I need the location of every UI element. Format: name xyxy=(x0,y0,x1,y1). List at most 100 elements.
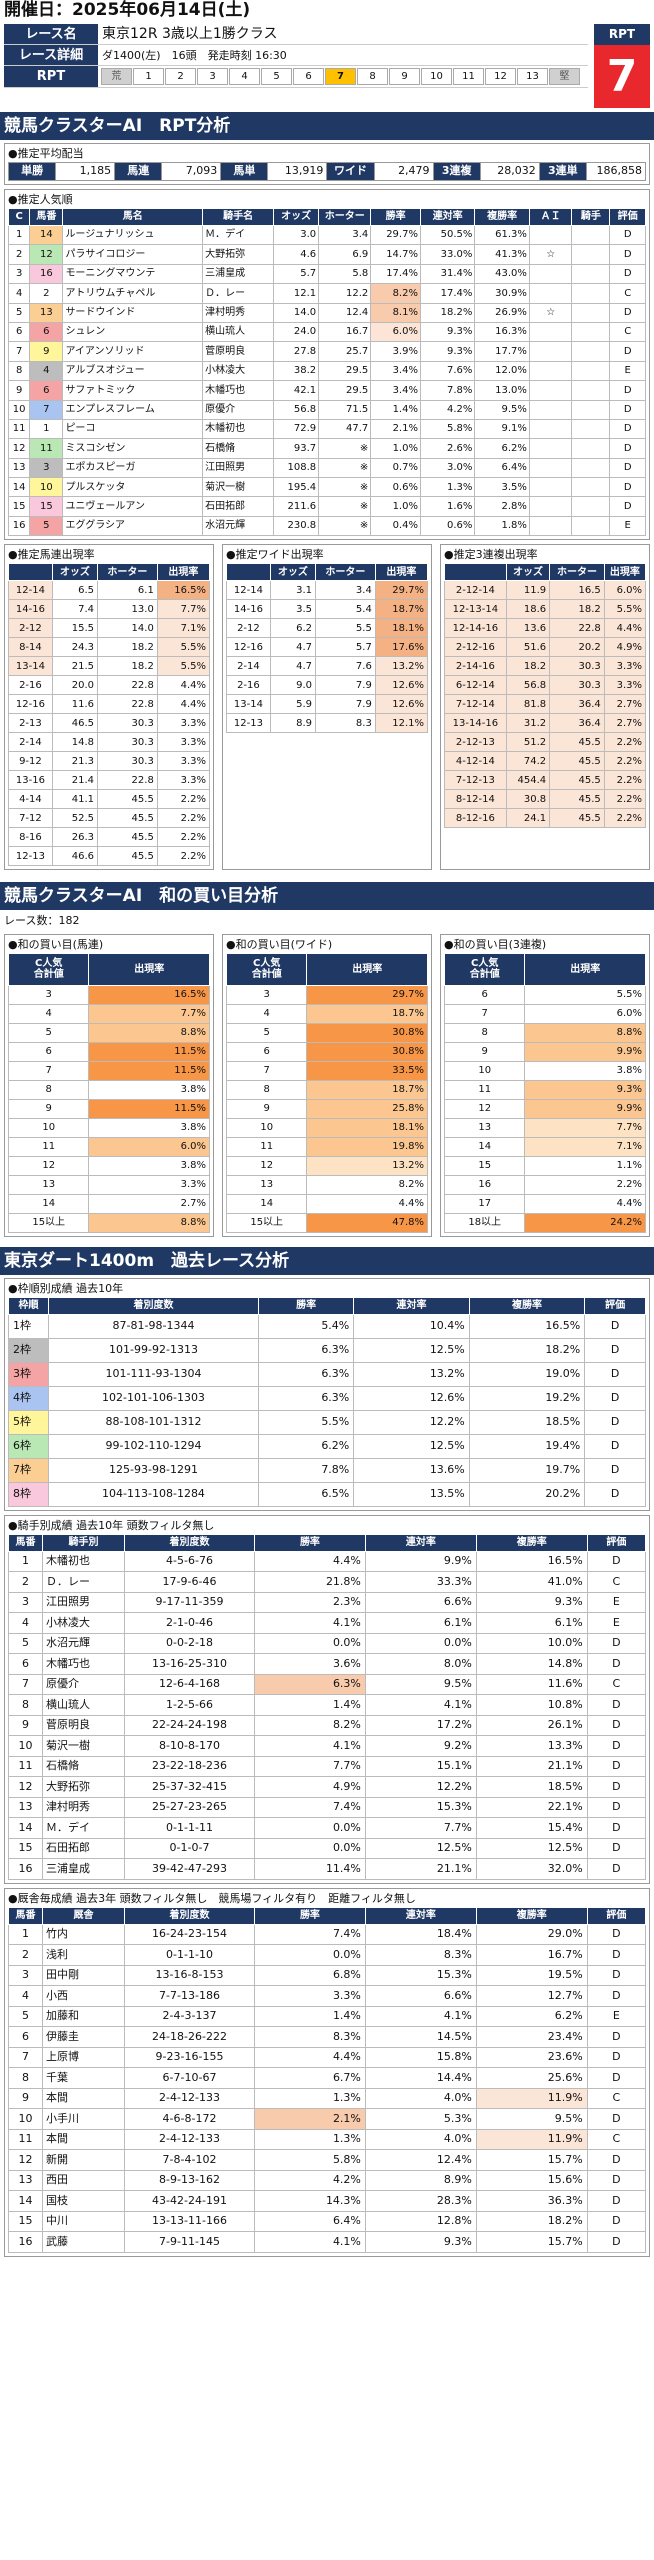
history-cell: 36.3% xyxy=(475,2190,588,2212)
combo-key: 8 xyxy=(225,1079,308,1100)
prob-cell: 7.9 xyxy=(315,675,376,696)
waku-header: 着別度数 xyxy=(48,1296,259,1315)
history-cell: 43-42-24-191 xyxy=(124,2190,255,2212)
popularity-cell xyxy=(528,438,573,459)
history-cell: 本間 xyxy=(42,2128,125,2151)
waku-cell: 7枠 xyxy=(8,1457,49,1483)
race-detail-label: レース詳細 xyxy=(4,45,98,65)
rpt-scale-item: 1 xyxy=(133,68,164,85)
section-rpt-analysis: 競馬クラスターAI RPT分析 xyxy=(0,112,654,140)
combo-key: 8 xyxy=(443,1022,526,1043)
prob-cell: 5.5 xyxy=(315,618,376,639)
history-cell: 竹内 xyxy=(42,1923,125,1946)
combo-value: 25.8% xyxy=(306,1098,428,1119)
page: 開催日：2025年06月14日(土) レース名 東京12R 3歳以上1勝クラス レ… xyxy=(0,0,654,2257)
combo-value: 6.0% xyxy=(88,1136,210,1157)
history-cell: 4.2% xyxy=(254,2169,366,2192)
popularity-cell: Ｍ．デイ xyxy=(202,224,275,246)
prob-cell: 12-14-16 xyxy=(444,618,507,639)
rpt-value: 7 xyxy=(594,45,650,108)
history-cell: C xyxy=(586,2087,647,2110)
payout-panel: ●推定平均配当 単勝 1,185 馬連 7,093 馬単 13,919 ワイド 2,479 3連… xyxy=(4,143,650,185)
prob-cell: 5.9 xyxy=(269,694,317,715)
history-cell: 11.9% xyxy=(475,2128,588,2151)
prob-cell: 13.2% xyxy=(374,656,429,677)
combo-key: 3 xyxy=(7,984,90,1005)
popularity-cell xyxy=(528,263,573,285)
history-cell: 13 xyxy=(8,1796,43,1819)
prob-cell: 9.0 xyxy=(269,675,317,696)
popularity-cell: 3.0% xyxy=(419,457,476,479)
waku-cell: 2枠 xyxy=(8,1337,49,1363)
prob-cell: 2.2% xyxy=(603,789,647,810)
prob-cell: 6.1 xyxy=(97,580,158,601)
prob-cell: 8-16 xyxy=(8,827,53,848)
prob-cell: 2-12 xyxy=(8,618,53,639)
jockey-title: ●騎手別成績 過去10年 頭数フィルタ無し xyxy=(8,1518,215,1532)
prob-cell: 2-16 xyxy=(226,675,271,696)
payout-value: 186,858 xyxy=(585,162,647,181)
prob-cell: 12.6% xyxy=(374,694,429,715)
popularity-header: オッズ xyxy=(273,208,320,226)
prob-cell: 13-14 xyxy=(226,694,271,715)
popularity-cell: 3 xyxy=(29,457,64,479)
prob-cell: 2.2% xyxy=(156,827,211,848)
popularity-cell: ピーコ xyxy=(62,418,204,440)
history-cell: D xyxy=(586,2210,647,2233)
popularity-cell: 木幡初也 xyxy=(202,418,275,440)
prob-cell: 14.8 xyxy=(51,732,99,753)
prob-cell: 2.2% xyxy=(603,808,647,829)
popularity-cell: 211.6 xyxy=(273,496,320,517)
popularity-cell: 5.7 xyxy=(273,263,320,285)
popularity-cell: D xyxy=(609,302,646,323)
popularity-table: C 馬番 馬名 騎手名 オッズ ホーター 勝率 連対率 複勝率 ＡＩ 騎手 評価 1 14 ルージュナリッシ… xyxy=(7,208,646,537)
combo-key: 9 xyxy=(225,1098,308,1119)
popularity-cell: Ｄ．レー xyxy=(202,283,275,304)
history-cell: 21.1% xyxy=(475,1755,588,1778)
history-cell: 15.4% xyxy=(475,1817,588,1839)
waku-cell: 19.4% xyxy=(468,1433,586,1459)
waku-cell: 16.5% xyxy=(468,1313,586,1339)
history-cell: 5.3% xyxy=(364,2108,477,2130)
popularity-cell xyxy=(571,341,611,362)
prob-cell: 9-12 xyxy=(8,751,53,772)
waku-cell: 6枠 xyxy=(8,1433,49,1459)
popularity-cell: 1.3% xyxy=(419,477,476,498)
popularity-cell xyxy=(571,360,611,382)
prob-cell: 30.3 xyxy=(97,713,158,734)
race-name: 東京12R 3歳以上1勝クラス xyxy=(102,26,278,42)
umaren-panel: ●推定馬連出現率 オッズ ホーター 出現率 12-14 6.5 6.1 16.5% 14-16 7… xyxy=(4,544,214,871)
rpt-label: RPT xyxy=(4,66,98,87)
popularity-cell xyxy=(571,302,611,323)
combo-panel: ●和の買い目(3連複) C人気 合計値 出現率 6 5.5% 7 6.0% 8 8.8% 9 9.9%… xyxy=(440,933,650,1237)
rpt-scale-item: 堅 xyxy=(549,68,580,85)
combo-header: C人気 合計値 xyxy=(7,952,90,986)
history-cell: 14 xyxy=(8,2190,43,2212)
history-cell: C xyxy=(586,1571,647,1593)
prob-cell: 6.5 xyxy=(51,580,99,601)
rpt-scale-item: 10 xyxy=(421,68,452,85)
popularity-cell: E xyxy=(609,515,646,537)
popularity-cell: 13.0% xyxy=(474,380,530,401)
popularity-cell: ※ xyxy=(318,438,372,459)
popularity-header: 評価 xyxy=(609,208,646,226)
prob-cell: 31.2 xyxy=(505,713,551,734)
history-cell: 0-1-1-11 xyxy=(124,1817,255,1839)
history-cell: C xyxy=(586,1673,647,1696)
prob-header xyxy=(226,563,271,582)
waku-cell: 99-102-110-1294 xyxy=(48,1433,259,1459)
combo-value: 6.0% xyxy=(524,1003,646,1024)
prob-cell: 5.5% xyxy=(156,656,211,677)
popularity-cell: アトリウムチャペル xyxy=(62,283,204,304)
history-cell: 4 xyxy=(8,1985,43,2007)
history-cell: D xyxy=(586,1694,647,1716)
history-header: 勝率 xyxy=(254,1906,366,1925)
rpt-scale-item: 13 xyxy=(517,68,548,85)
prob-cell: 18.2 xyxy=(505,656,551,677)
prob-cell: 15.5 xyxy=(51,618,99,639)
popularity-cell: 9.5% xyxy=(474,399,530,420)
popularity-cell: C xyxy=(609,321,646,343)
combo-value: 19.8% xyxy=(306,1136,428,1157)
popularity-cell: 1.0% xyxy=(370,496,421,517)
prob-cell: 45.5 xyxy=(97,846,158,867)
